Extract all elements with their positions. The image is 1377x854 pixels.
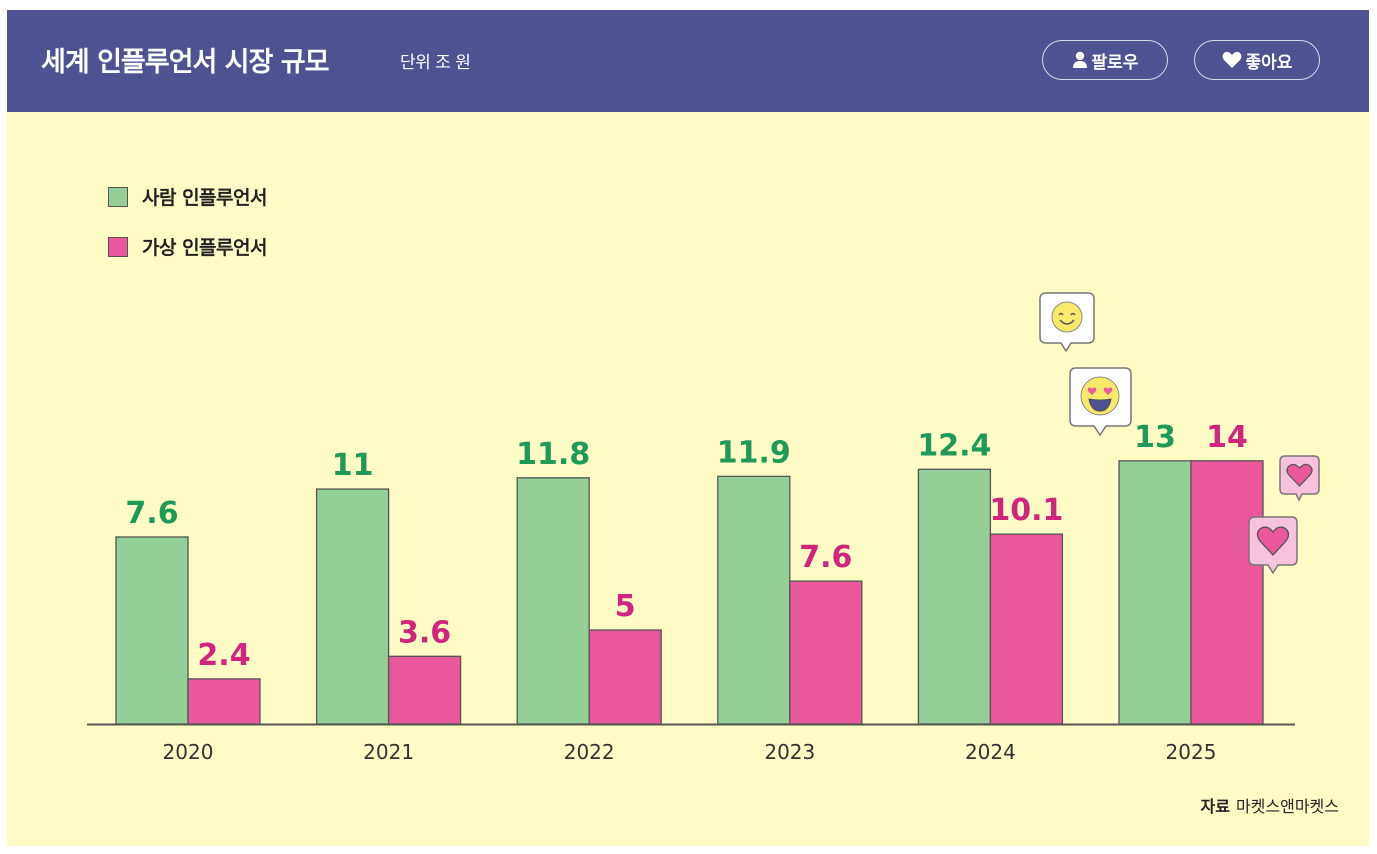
bar-virtual-2025 — [1190, 460, 1264, 725]
data-labels: 7.6 2.4 11 3.6 11.8 5 11.9 7.6 12.4 10.1 13 14 — [125, 420, 1247, 673]
data-label-human-2023: 11.9 — [717, 435, 791, 470]
small-heart-bubble — [1279, 455, 1320, 502]
data-label-virtual-2025: 14 — [1206, 420, 1248, 455]
follow-button[interactable]: 팔로우 — [1042, 40, 1168, 80]
data-label-virtual-2024: 10.1 — [989, 493, 1063, 528]
heart-icon — [1222, 51, 1242, 69]
data-label-virtual-2020: 2.4 — [197, 638, 250, 673]
bar-virtual-2023 — [789, 580, 863, 725]
smile-emoji-icon — [1051, 301, 1083, 333]
bar-virtual-2020 — [187, 678, 261, 725]
page-title: 세계 인플루언서 시장 규모 — [41, 47, 329, 78]
bar-human-2024 — [917, 468, 992, 725]
x-tick-label-2021: 2021 — [363, 740, 414, 764]
like-button-label: 좋아요 — [1245, 52, 1293, 73]
bar-virtual-2024 — [989, 533, 1064, 725]
bar-human-2021 — [315, 488, 390, 725]
legend-label-virtual: 가상 인플루언서 — [142, 237, 267, 259]
data-label-human-2020: 7.6 — [125, 496, 178, 531]
unit-label: 단위 조 원 — [400, 53, 471, 73]
follow-button-label: 팔로우 — [1091, 52, 1139, 73]
source-note: 자료 마켓스앤마켓스 — [1201, 793, 1340, 817]
large-heart-bubble — [1248, 516, 1298, 575]
heart-eyes-emoji-bubble — [1069, 367, 1132, 437]
legend-swatch-virtual — [108, 236, 128, 257]
data-label-human-2025: 13 — [1134, 420, 1176, 455]
x-tick-label-2024: 2024 — [965, 740, 1016, 764]
x-tick-label-2023: 2023 — [764, 740, 815, 764]
bars-group — [115, 460, 1264, 725]
like-button[interactable]: 좋아요 — [1194, 40, 1320, 80]
data-label-virtual-2021: 3.6 — [398, 615, 451, 650]
heart-icon — [1286, 463, 1313, 487]
heart-icon — [1256, 526, 1290, 556]
x-tick-label-2020: 2020 — [163, 740, 214, 764]
smile-emoji-bubble — [1039, 292, 1095, 353]
data-label-human-2022: 11.8 — [516, 437, 590, 472]
data-label-virtual-2022: 5 — [615, 589, 636, 624]
legend-label-human: 사람 인플루언서 — [142, 187, 267, 209]
source-value: 마켓스앤마켓스 — [1235, 797, 1339, 816]
x-tick-label-2022: 2022 — [564, 740, 615, 764]
heart-eyes-emoji-icon — [1080, 376, 1120, 416]
bar-virtual-2021 — [387, 655, 462, 725]
header-bar: 세계 인플루언서 시장 규모 단위 조 원 팔로우 좋아요 — [7, 10, 1369, 112]
person-icon — [1072, 51, 1088, 69]
data-label-human-2021: 11 — [332, 448, 374, 483]
data-label-human-2024: 12.4 — [917, 428, 991, 463]
bar-human-2020 — [115, 536, 189, 725]
x-tick-label-2025: 2025 — [1166, 740, 1217, 764]
bar-human-2022 — [516, 477, 590, 725]
legend-item-human: 사람 인플루언서 — [108, 183, 267, 210]
legend-item-virtual: 가상 인플루언서 — [108, 233, 267, 260]
bar-human-2023 — [717, 475, 791, 725]
x-tick-labels: 2020 2021 2022 2023 2024 2025 — [163, 740, 1217, 764]
bar-virtual-2022 — [588, 629, 662, 725]
bar-human-2025 — [1118, 460, 1192, 725]
legend-swatch-human — [108, 186, 128, 207]
source-label: 자료 — [1200, 797, 1230, 816]
data-label-virtual-2023: 7.6 — [799, 540, 852, 575]
